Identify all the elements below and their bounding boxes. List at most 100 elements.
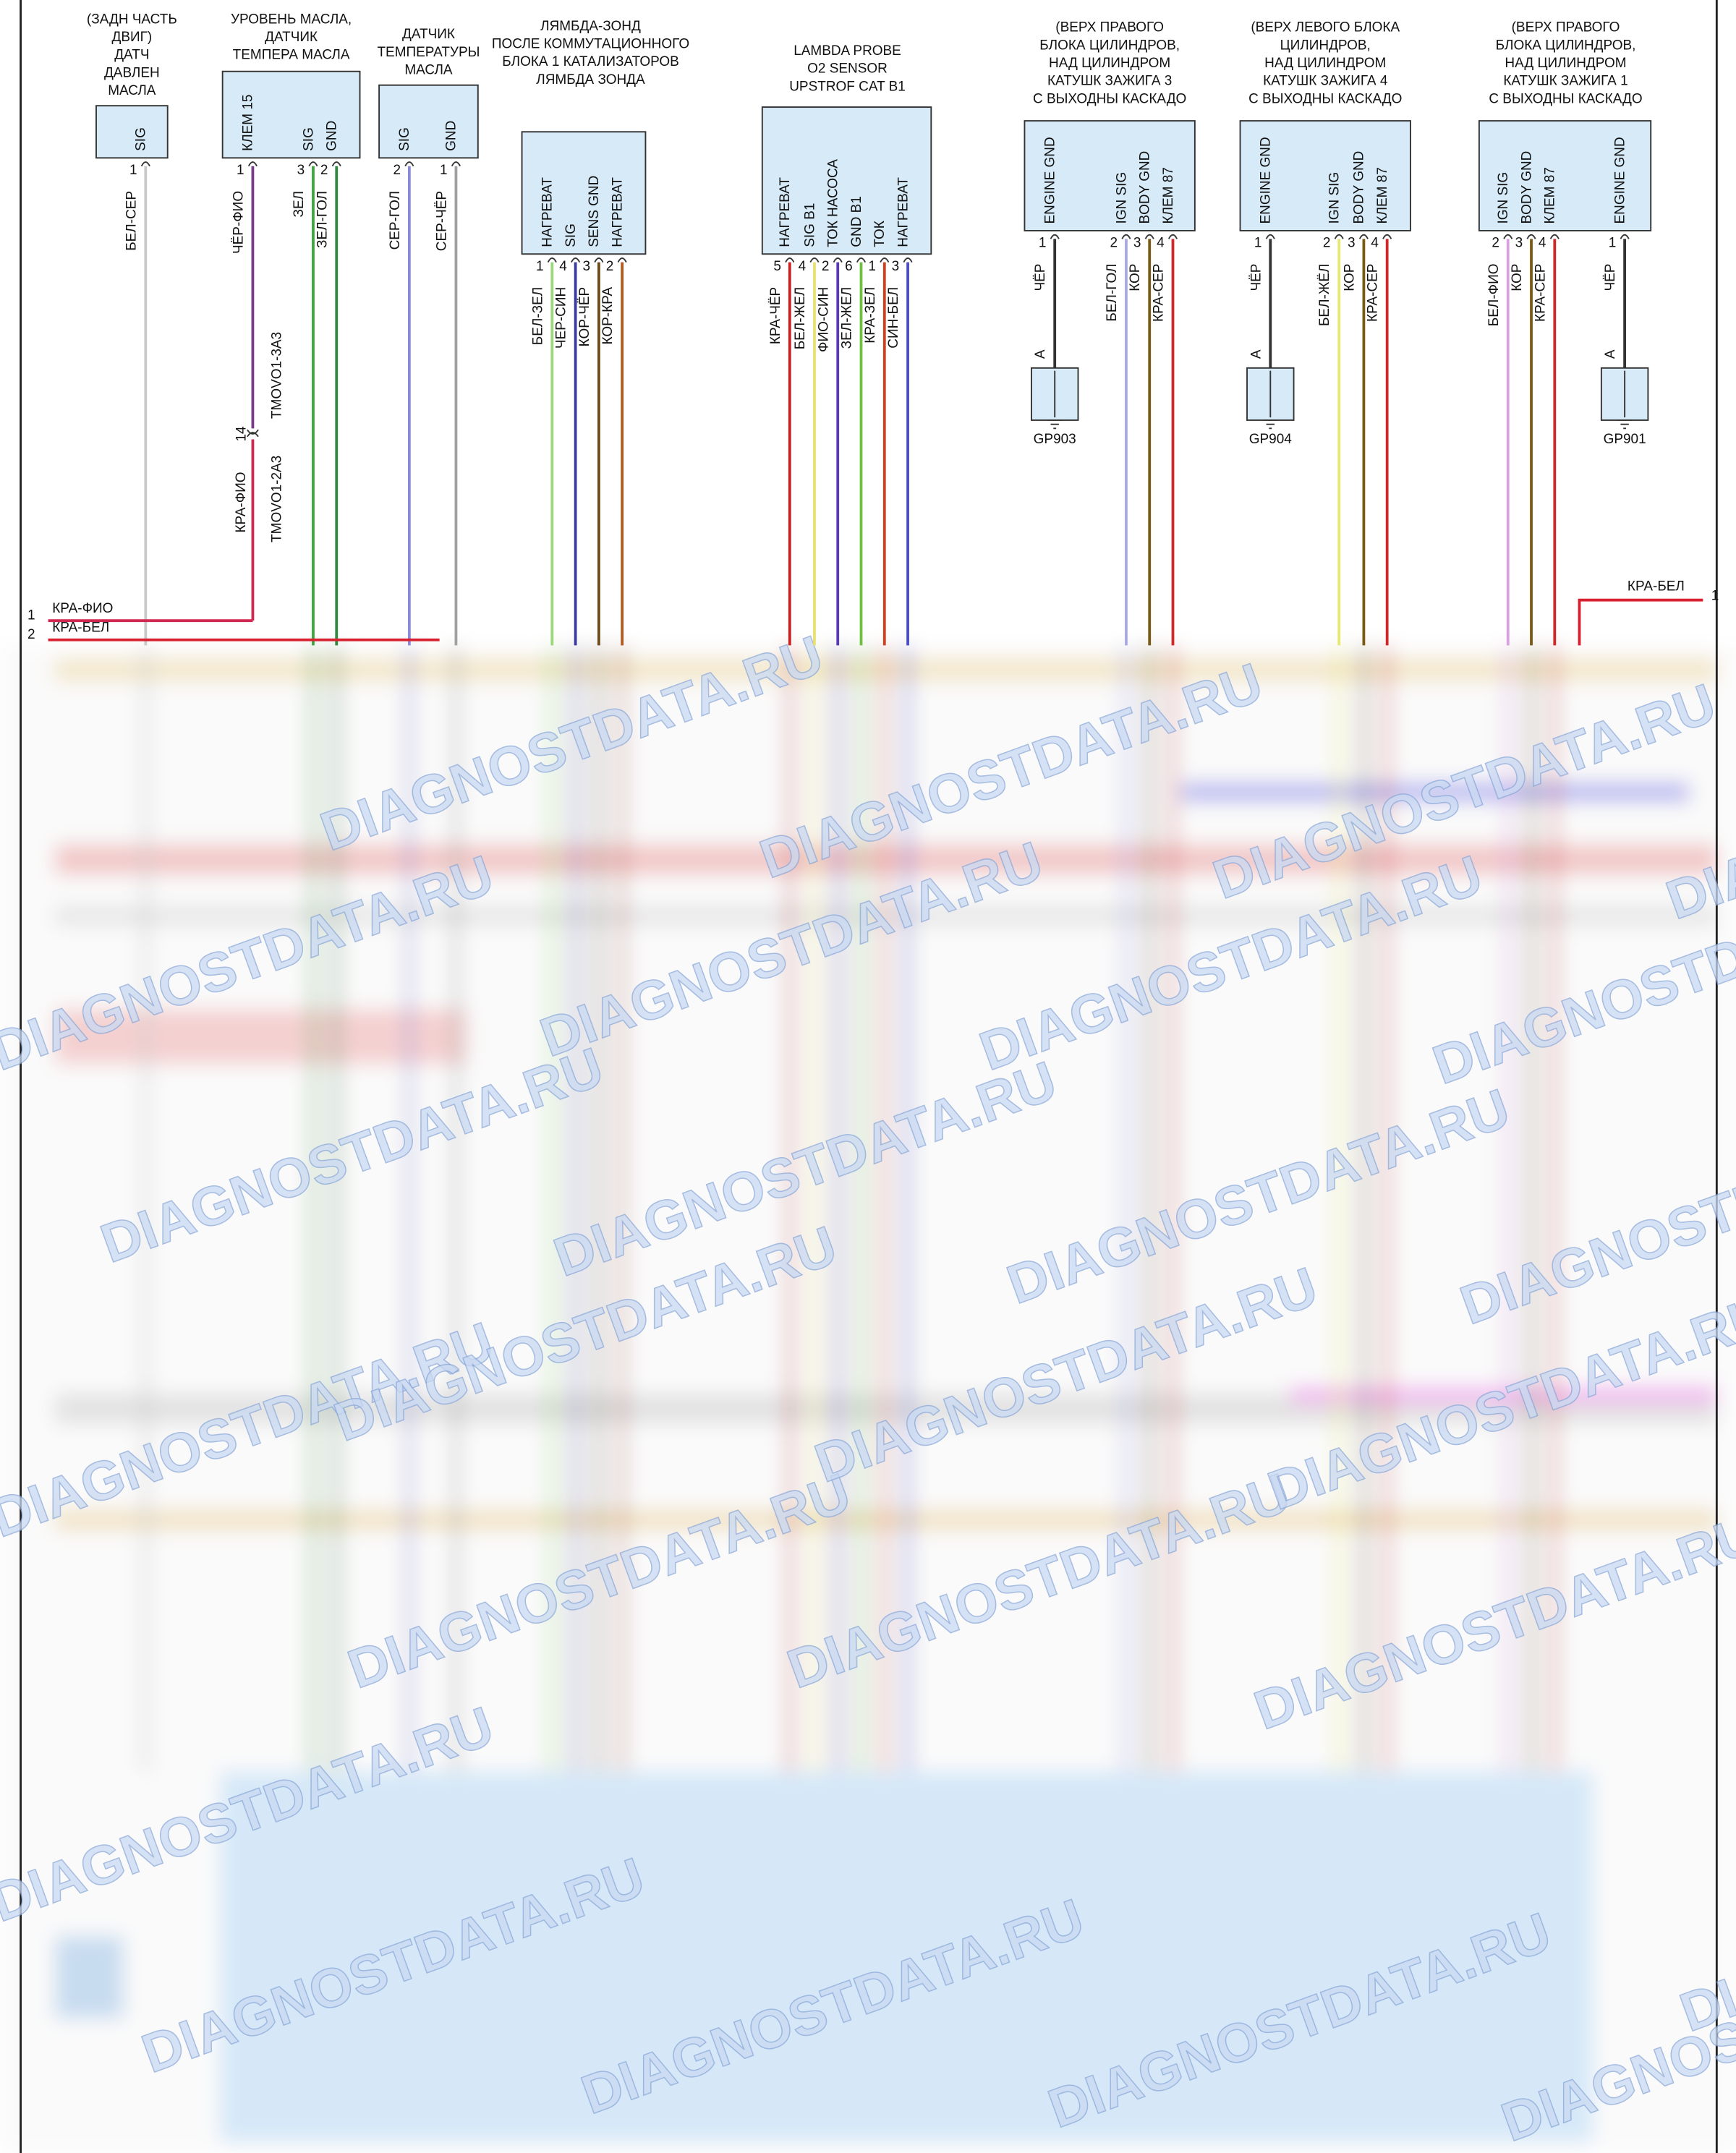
pin-number: 3: [297, 163, 305, 178]
pin-label: ENGINE GND: [1043, 137, 1058, 223]
component-box: [1239, 120, 1411, 231]
component-title: НАД ЦИЛИНДРОМ: [1505, 56, 1626, 71]
component-title: МАСЛА: [404, 63, 453, 78]
pin-label: КЛЕМ 15: [241, 95, 256, 151]
wire-label: ЗЕЛ-ЖЕЛ: [840, 287, 855, 349]
component-title: ЛЯМБДА-ЗОНД: [540, 19, 641, 34]
pin-number: 4: [559, 259, 567, 274]
pin-terminal: [594, 257, 604, 263]
pin-number: 2: [1110, 236, 1118, 251]
pin-label: BODY GND: [1138, 151, 1153, 224]
pin-terminal: [1503, 234, 1513, 239]
pin-terminal: [880, 257, 890, 263]
pin-number: 4: [1157, 236, 1165, 251]
pin-terminal: [1334, 234, 1344, 239]
pin-label: НАГРЕВАТ: [540, 177, 556, 247]
pin-number: 3: [583, 259, 591, 274]
component-title: КАТУШК ЗАЖИГА 1: [1503, 74, 1628, 89]
connector-id: TMOVO1-2A3: [270, 456, 285, 542]
component-title: ДАВЛЕН: [104, 65, 160, 80]
component-box: [95, 105, 169, 159]
pin-terminal: [833, 257, 843, 263]
pin-number: 1: [129, 163, 137, 178]
component-box: [1478, 120, 1652, 231]
pin-terminal: [856, 257, 867, 263]
ground-pin: A: [1603, 349, 1618, 359]
wire-label: ЗЕЛ-ГОЛ: [315, 191, 330, 248]
component-title: UPSTROF CAT B1: [789, 79, 906, 94]
component-box: [221, 70, 361, 159]
wire-label: КРА-ЗЕЛ: [863, 287, 878, 344]
component-title: БЛОКА 1 КАТАЛИЗАТОРОВ: [502, 54, 679, 69]
ground-pin: A: [1248, 349, 1264, 359]
pin-label: SIG: [301, 127, 316, 151]
component-title: ТЕМПЕРАТУРЫ: [377, 45, 480, 60]
pin-terminal: [247, 161, 258, 167]
component-title: НАД ЦИЛИНДРОМ: [1049, 56, 1170, 71]
ground-symbol: [1617, 419, 1632, 430]
pin-label: НАГРЕВАТ: [610, 177, 625, 247]
pin-number: 2: [393, 163, 401, 178]
wire-label: КОР: [1342, 264, 1357, 291]
wire-label: КОР: [1510, 264, 1525, 291]
pin-terminal: [809, 257, 820, 263]
wire-label: КРА-ФИО: [234, 472, 249, 532]
ground-label: GP904: [1249, 432, 1292, 447]
pin-label: GND: [325, 121, 340, 151]
pin-number: 1: [868, 259, 876, 274]
pin-terminal: [1620, 234, 1630, 239]
pin-number: 1: [536, 259, 544, 274]
wire-label: КРА-ЧЁР: [768, 287, 783, 344]
component-title: (ВЕРХ ЛЕВОГО БЛОКА: [1251, 20, 1400, 35]
wire-label: БЕЛ-ЖЁЛ: [1317, 264, 1332, 326]
pin-number: 6: [845, 259, 853, 274]
component-title: С ВЫХОДНЫ КАСКАДО: [1033, 91, 1186, 106]
pin-label: SIG B1: [802, 203, 817, 247]
wire-label: ЧЁР: [1603, 264, 1618, 291]
component-title: ДВИГ): [111, 30, 152, 45]
pin-number: 1: [1609, 236, 1617, 251]
pin-label: НАГРЕВАТ: [895, 177, 911, 247]
component-title: МАСЛА: [108, 83, 156, 98]
pin-terminal: [571, 257, 581, 263]
wire-label: ЧЕР-СИН: [554, 287, 569, 349]
component-title: С ВЫХОДНЫ КАСКАДО: [1489, 91, 1642, 106]
pin-terminal: [1382, 234, 1392, 239]
pin-number: 1: [1254, 236, 1262, 251]
edge-number: 2: [27, 627, 35, 642]
pin-number: 2: [606, 259, 614, 274]
component-title: (ЗАДН ЧАСТЬ: [87, 12, 177, 27]
wire-label: КОР-КРА: [600, 286, 616, 344]
component-title: КАТУШК ЗАЖИГА 3: [1047, 74, 1172, 89]
inline-connector: [247, 429, 259, 438]
pin-label: КЛЕМ 87: [1161, 167, 1176, 223]
ground-pin: A: [1033, 349, 1048, 359]
component-title: БЛОКА ЦИЛИНДРОВ,: [1039, 38, 1180, 53]
edge-label: КРА-ФИО: [52, 601, 113, 616]
wire-label: ЗЕЛ: [292, 191, 307, 218]
pin-label: SIG: [397, 127, 412, 151]
wire-label: БЕЛ-ЗЕЛ: [530, 287, 545, 345]
pin-label: КЛЕМ 87: [1543, 167, 1558, 223]
pin-terminal: [1167, 234, 1178, 239]
ground-symbol: [1263, 419, 1277, 430]
blurred-area: [0, 645, 1736, 2153]
pin-label: IGN SIG: [1114, 172, 1129, 224]
component-box: [1024, 120, 1196, 231]
ground-symbol: [1047, 419, 1062, 430]
wire-label: СЕР-ГОЛ: [388, 191, 403, 250]
pin-number: 1: [1039, 236, 1047, 251]
wire-label: БЕЛ-ФИО: [1486, 264, 1502, 327]
component-box: [521, 131, 647, 255]
wire-label: ФИО-СИН: [816, 287, 831, 352]
wire-label: БЕЛ-СЕР: [124, 191, 139, 251]
component-title: ДАТЧ: [114, 48, 149, 63]
pin-terminal: [308, 161, 318, 167]
pin-label: SIG: [563, 223, 579, 247]
ground-label: GP901: [1604, 432, 1646, 447]
pin-terminal: [331, 161, 341, 167]
pin-label: GND: [444, 121, 459, 151]
pin-terminal: [547, 257, 557, 263]
component-title: O2 SENSOR: [807, 61, 888, 77]
